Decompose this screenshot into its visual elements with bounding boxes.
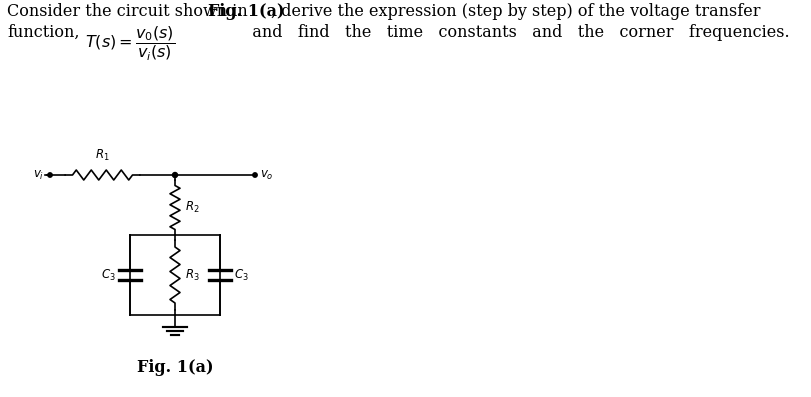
Circle shape [252,173,257,177]
Text: $R_2$: $R_2$ [185,200,200,215]
Text: $C_3$: $C_3$ [234,268,248,283]
Text: Fig. 1(a): Fig. 1(a) [208,3,284,20]
Text: $v_i$: $v_i$ [32,168,44,181]
Text: $R_3$: $R_3$ [185,268,200,283]
Text: $v_o$: $v_o$ [260,168,273,181]
Circle shape [172,173,178,177]
Text: $T(s) = \dfrac{v_0(s)}{v_i(s)}$: $T(s) = \dfrac{v_0(s)}{v_i(s)}$ [85,25,175,64]
Text: and   find   the   time   constants   and   the   corner   frequencies.: and find the time constants and the corn… [237,24,788,41]
Text: $R_1$: $R_1$ [95,148,109,163]
Text: function,: function, [7,24,79,41]
Text: $C_3$: $C_3$ [101,268,116,283]
Text: , derive the expression (step by step) of the voltage transfer: , derive the expression (step by step) o… [271,3,760,20]
Text: Consider the circuit shown in: Consider the circuit shown in [7,3,252,20]
Circle shape [48,173,52,177]
Text: Fig. 1(a): Fig. 1(a) [136,359,213,376]
